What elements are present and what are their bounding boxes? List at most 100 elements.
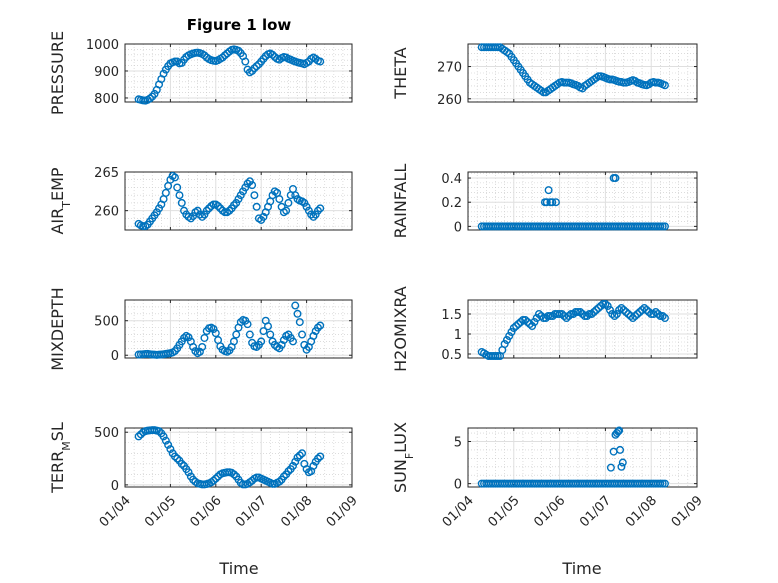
panel-h2omixra: 0.5 1 1.5 H2OMIXRA (391, 286, 698, 372)
data-point (159, 69, 168, 78)
data-point (534, 310, 543, 319)
data-point (528, 322, 537, 331)
axes-frame (124, 171, 353, 231)
data-point (609, 447, 618, 456)
data-point (560, 312, 569, 321)
data-point (250, 64, 259, 73)
panel-air-temp: 260 265 AIRTEMP (48, 166, 353, 235)
data-point (193, 206, 202, 215)
data-point (295, 318, 304, 327)
data-point (152, 208, 161, 217)
data-point (293, 453, 302, 462)
data-point (173, 183, 182, 192)
data-point (259, 212, 268, 221)
data-point (291, 301, 300, 310)
data-point (573, 308, 582, 317)
data-point (576, 308, 585, 317)
data-point (583, 312, 592, 321)
data-point (551, 198, 560, 207)
data-point (202, 206, 211, 215)
data-point (288, 337, 297, 346)
data-point (268, 479, 277, 488)
data-point (252, 202, 261, 211)
data-point (229, 470, 238, 479)
data-point (232, 330, 241, 339)
data-point (139, 222, 148, 231)
data-point (530, 318, 539, 327)
data-point (234, 46, 243, 55)
data-point (615, 306, 624, 315)
x-tick-label: 01/08 (278, 493, 315, 530)
data-point (302, 202, 311, 211)
data-point (654, 310, 663, 319)
data-point (291, 457, 300, 466)
data-point (311, 210, 320, 219)
data-point (633, 310, 642, 319)
data-point (631, 312, 640, 321)
data-point (617, 462, 626, 471)
data-point (514, 320, 523, 329)
data-point (656, 222, 665, 231)
data-point (180, 333, 189, 342)
data-point (155, 204, 164, 213)
data-point (204, 204, 213, 213)
data-point (525, 320, 534, 329)
data-point (618, 458, 627, 467)
data-point (658, 479, 667, 488)
data-point (622, 308, 631, 317)
data-point (562, 314, 571, 323)
data-point (170, 452, 179, 461)
data-point (266, 330, 275, 339)
data-point (614, 427, 623, 436)
axes-frame (124, 427, 353, 488)
data-point (615, 426, 624, 435)
data-point (166, 445, 175, 454)
data-point (195, 210, 204, 219)
x-tick-label: 01/06 (531, 493, 568, 530)
data-point (546, 312, 555, 321)
x-tick-label: 01/06 (188, 493, 225, 530)
data-point (509, 324, 518, 333)
data-point (177, 198, 186, 207)
x-tick-label: 01/09 (669, 493, 706, 530)
data-point (316, 57, 325, 66)
y-tick-label: 900 (94, 65, 119, 80)
y-tick-label: 0 (454, 478, 462, 493)
x-axis-label-left: Time (218, 559, 258, 578)
data-point (291, 191, 300, 200)
data-point (544, 186, 553, 195)
data-point (220, 208, 229, 217)
data-point (191, 347, 200, 356)
y-tick-label: 0 (454, 220, 462, 235)
data-point (134, 432, 143, 441)
data-point (209, 325, 218, 334)
data-point (548, 312, 557, 321)
data-point (150, 89, 159, 98)
data-point (611, 174, 620, 183)
y-axis-label: PRESSURE (48, 31, 67, 115)
data-point (539, 88, 548, 97)
data-point (660, 479, 669, 488)
data-point (544, 312, 553, 321)
data-point (616, 445, 625, 454)
data-point (229, 337, 238, 346)
data-point (619, 306, 628, 315)
data-point (557, 310, 566, 319)
data-point (173, 454, 182, 463)
data-point (268, 50, 277, 59)
data-point (216, 204, 225, 213)
data-point (229, 201, 238, 210)
data-point (170, 173, 179, 182)
y-tick-label: 500 (94, 426, 119, 441)
axes-frame (467, 43, 698, 103)
data-point (284, 467, 293, 476)
data-point (617, 304, 626, 313)
data-point (493, 43, 502, 52)
data-point (259, 327, 268, 336)
data-point (288, 461, 297, 470)
y-tick-label: 5 (454, 435, 462, 450)
data-point (184, 333, 193, 342)
data-point (628, 314, 637, 323)
data-point (236, 318, 245, 327)
data-point (555, 310, 564, 319)
